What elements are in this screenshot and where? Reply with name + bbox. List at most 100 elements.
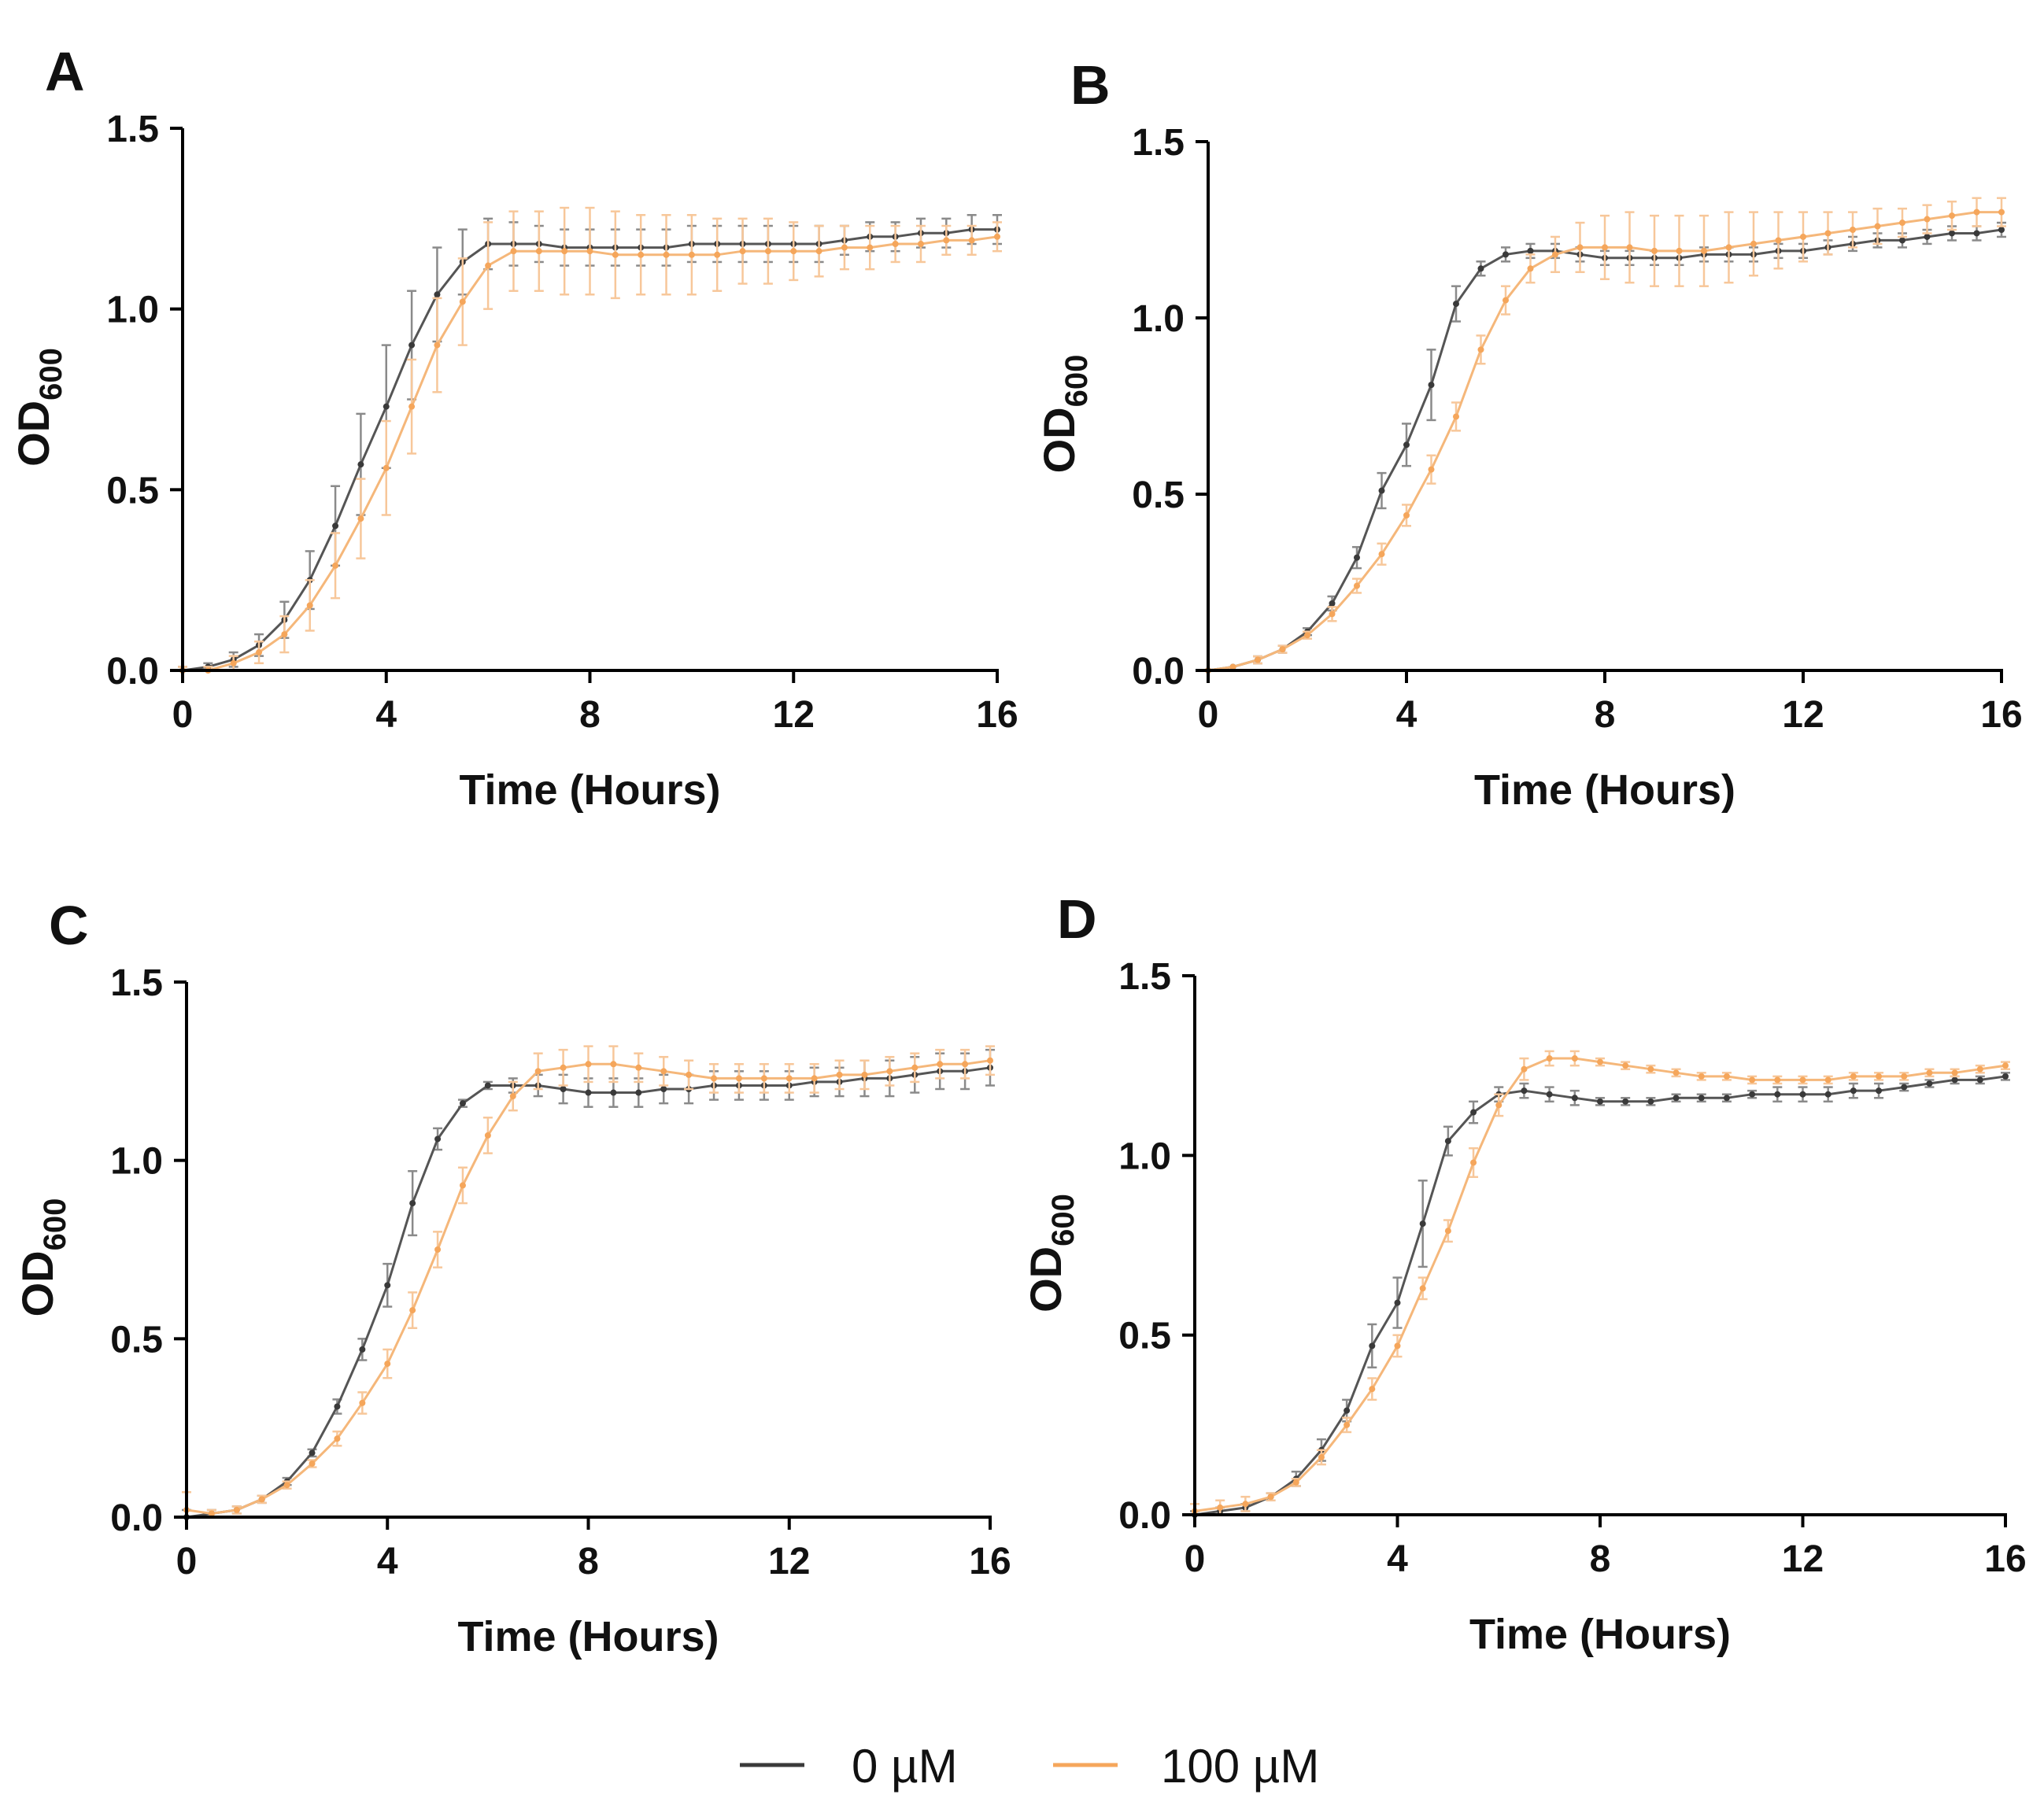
- panel-a-y-label: OD600: [9, 348, 68, 467]
- panel-c-point: [610, 1089, 617, 1096]
- panel-b-point: [1874, 223, 1881, 230]
- panel-d-point: [1495, 1102, 1503, 1109]
- panel-c-point: [409, 1200, 416, 1207]
- panel-d-y-label: OD600: [1021, 1194, 1081, 1313]
- panel-a-point: [790, 248, 797, 255]
- panel-c-series-1: [182, 1045, 995, 1519]
- panel-b-y-tick-label: 1.5: [1132, 122, 1185, 164]
- panel-c-point: [836, 1071, 843, 1078]
- panel-d-point: [1344, 1421, 1351, 1428]
- panel-c-y-tick-label: 1.0: [110, 1141, 163, 1183]
- panel-d-point: [1951, 1069, 1958, 1076]
- panel-c-point: [660, 1086, 667, 1092]
- panel-a-series-1: [178, 206, 1002, 674]
- panel-d-y-tick-label: 1.0: [1118, 1135, 1171, 1177]
- panel-c-point: [434, 1135, 442, 1143]
- panel-a-point: [434, 342, 441, 349]
- panel-c-point: [509, 1093, 516, 1100]
- panel-a-point: [535, 248, 542, 255]
- panel-d-point: [1901, 1073, 1908, 1080]
- panel-d-point: [1571, 1095, 1578, 1102]
- panel-b-point: [1701, 247, 1707, 254]
- panel-b-x-tick-label: 8: [1595, 694, 1616, 736]
- panel-c-point: [384, 1361, 391, 1368]
- panel-b-point: [1949, 212, 1955, 220]
- panel-b-point: [1255, 656, 1261, 663]
- panel-a-x-label: Time (Hours): [459, 766, 720, 814]
- panel-c-point: [459, 1182, 466, 1189]
- panel-b-point: [1527, 247, 1534, 254]
- panel-b-point: [1378, 487, 1385, 494]
- panel-c-series-1-line: [186, 1059, 991, 1516]
- panel-a-point: [714, 251, 721, 258]
- panel-d-point: [1419, 1285, 1426, 1292]
- panel-d-point: [1673, 1095, 1680, 1102]
- panel-b-point: [1576, 244, 1584, 251]
- panel-a-point: [332, 522, 339, 530]
- panel-b-point: [1403, 511, 1410, 519]
- panel-d-point: [1394, 1299, 1401, 1306]
- panel-a-point: [510, 248, 517, 255]
- panel-b-point: [1428, 466, 1435, 473]
- panel-d-letter: D: [1057, 888, 1097, 950]
- panel-b-point: [1552, 251, 1558, 258]
- panel-d-point: [1292, 1479, 1299, 1486]
- panel-d-point: [1419, 1220, 1426, 1228]
- panel-c-point: [283, 1482, 290, 1489]
- panel-a-point: [867, 244, 874, 251]
- panel-c-point: [233, 1506, 240, 1513]
- panel-d-point: [1976, 1065, 1983, 1073]
- panel-c-point: [484, 1132, 491, 1139]
- panel-b-point: [1378, 551, 1385, 558]
- panel-b-y-tick-label: 1.0: [1132, 298, 1185, 340]
- panel-a-point: [485, 262, 492, 269]
- panel-c-y-tick-label: 0.5: [110, 1319, 163, 1361]
- panel-d-x-tick-label: 16: [1984, 1538, 2026, 1580]
- panel-b-point: [1949, 230, 1955, 237]
- panel-b-point: [1626, 244, 1633, 251]
- panel-c-y-tick-label: 1.5: [110, 962, 163, 1004]
- panel-b-y-label: OD600: [1034, 355, 1094, 474]
- panel-a-point: [230, 659, 237, 666]
- panel-c-x-tick-label: 4: [377, 1541, 398, 1582]
- panel-a-point: [638, 251, 645, 258]
- panel-d-point: [1394, 1342, 1401, 1350]
- panel-b-point: [1279, 646, 1286, 653]
- panel-b-point: [1527, 265, 1534, 272]
- panel-b-point: [1453, 413, 1459, 420]
- panel-d-point: [1470, 1109, 1477, 1116]
- panel-d-point: [1673, 1069, 1680, 1076]
- panel-a-point: [306, 602, 313, 609]
- panel-c-x-tick-label: 8: [578, 1541, 599, 1582]
- panel-d-point: [1444, 1138, 1451, 1145]
- panel-c-point: [309, 1460, 316, 1467]
- panel-a-series-0-line: [182, 228, 997, 672]
- panel-c-point: [660, 1068, 667, 1075]
- panel-d-point: [1369, 1342, 1376, 1350]
- panel-d-y-tick-label: 1.5: [1118, 956, 1171, 998]
- panel-b-point: [1651, 247, 1658, 254]
- panel-c-point: [962, 1061, 969, 1068]
- panel-d-point: [1926, 1069, 1933, 1076]
- panel-b-point: [1453, 301, 1459, 308]
- panel-c-point: [735, 1075, 742, 1082]
- panel-d-point: [1546, 1091, 1553, 1098]
- panel-d-series-0: [1190, 1072, 2010, 1518]
- panel-a-y-tick-label: 1.5: [106, 109, 159, 150]
- panel-d-point: [1217, 1504, 1224, 1511]
- panel-d-point: [1597, 1058, 1603, 1065]
- panel-d-point: [1901, 1084, 1908, 1091]
- panel-c-point: [484, 1082, 491, 1089]
- panel-d-point: [1876, 1087, 1883, 1095]
- panel-b-point: [1354, 554, 1360, 561]
- panel-c-point: [937, 1061, 944, 1068]
- panel-c-point: [359, 1346, 366, 1353]
- panel-c-point: [911, 1064, 919, 1071]
- panel-d-point: [1749, 1076, 1756, 1084]
- panel-d-point: [2002, 1073, 2009, 1080]
- panel-c-x-tick-label: 0: [176, 1541, 198, 1582]
- panel-b-point: [1973, 230, 1980, 237]
- panel-a-point: [332, 562, 339, 569]
- legend-label-100um: 100 µM: [1161, 1740, 1319, 1793]
